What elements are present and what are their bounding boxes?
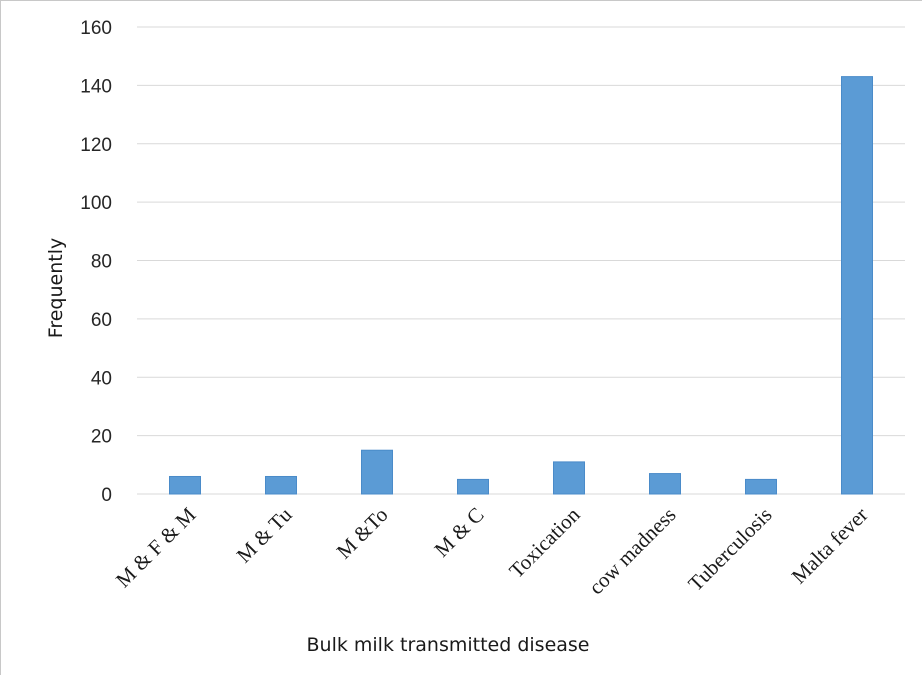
bar-toxication — [553, 461, 585, 495]
y-tick-label: 120 — [80, 135, 112, 156]
bar-tuberculosis — [745, 478, 777, 495]
y-tick-label: 140 — [80, 76, 112, 97]
x-tick-label: M &To — [332, 503, 393, 564]
bar-malta-fever — [841, 76, 873, 495]
y-axis-title: Frequently — [45, 238, 67, 338]
bar-m-tu — [265, 475, 297, 495]
bar-cow-madness — [649, 473, 681, 495]
bar-m-f-m — [169, 475, 201, 495]
y-tick-label: 160 — [80, 18, 112, 39]
x-tick-label: M & F & M — [111, 502, 201, 592]
x-tick-label: Toxication — [504, 502, 585, 583]
y-tick-label: 40 — [91, 368, 112, 389]
x-tick-label: cow madness — [584, 503, 681, 600]
x-tick-label: Malta fever — [787, 503, 873, 589]
x-axis-title: Bulk milk transmitted disease — [307, 634, 590, 656]
y-tick-label: 80 — [91, 252, 112, 273]
y-tick-label: 100 — [80, 193, 112, 214]
y-tick-label: 60 — [91, 310, 112, 331]
x-tick-label: M & C — [429, 503, 488, 562]
y-tick-label: 0 — [101, 485, 112, 506]
x-tick-label: Tuberculosis — [683, 503, 776, 596]
x-tick-label: M & Tu — [232, 502, 297, 567]
y-tick-label: 20 — [91, 427, 112, 448]
bar-m-to — [361, 449, 393, 495]
bar-m-c — [457, 478, 489, 495]
